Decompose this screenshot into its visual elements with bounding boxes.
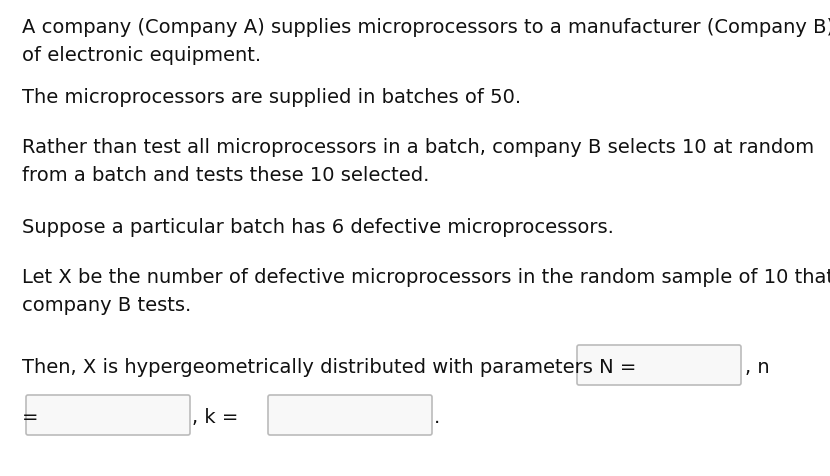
Text: Let X be the number of defective microprocessors in the random sample of 10 that: Let X be the number of defective micropr… [22,268,830,315]
FancyBboxPatch shape [577,345,741,385]
Text: Suppose a particular batch has 6 defective microprocessors.: Suppose a particular batch has 6 defecti… [22,218,614,237]
Text: =: = [22,408,38,427]
Text: , k =: , k = [192,408,238,427]
Text: The microprocessors are supplied in batches of 50.: The microprocessors are supplied in batc… [22,88,521,107]
Text: Then, X is hypergeometrically distributed with parameters N =: Then, X is hypergeometrically distribute… [22,358,637,377]
Text: Rather than test all microprocessors in a batch, company B selects 10 at random
: Rather than test all microprocessors in … [22,138,814,185]
Text: A company (Company A) supplies microprocessors to a manufacturer (Company B)
of : A company (Company A) supplies microproc… [22,18,830,65]
FancyBboxPatch shape [26,395,190,435]
Text: .: . [434,408,440,427]
FancyBboxPatch shape [268,395,432,435]
Text: , n: , n [745,358,769,377]
